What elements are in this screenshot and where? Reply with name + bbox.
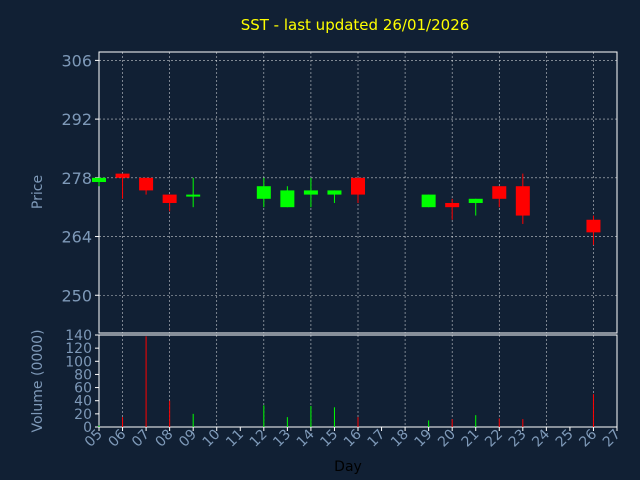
x-tick-label: 08: [153, 427, 177, 451]
x-tick-label: 18: [388, 427, 412, 451]
x-tick-label: 11: [223, 427, 247, 451]
price-panel: 250 264 278 292 306: [61, 51, 618, 334]
x-tick-label: 25: [553, 427, 577, 451]
candle: [92, 177, 106, 187]
volume-tick-label: 100: [65, 354, 92, 370]
volume-tick-label: 40: [74, 394, 92, 410]
candle: [186, 177, 201, 208]
candle-body: [445, 202, 460, 208]
candle: [445, 198, 460, 220]
candle-body: [139, 177, 154, 191]
candle: [586, 215, 601, 245]
candle-body: [256, 186, 271, 199]
candle: [303, 177, 318, 208]
x-tick-label: 17: [364, 427, 388, 451]
candle-body: [492, 186, 507, 199]
volume-tick-label: 80: [74, 367, 92, 383]
x-tick-label: 20: [435, 427, 459, 451]
x-tick-label: 07: [129, 427, 153, 451]
volume-tick-label: 60: [74, 381, 92, 397]
candle: [256, 177, 271, 208]
candle-body: [421, 194, 436, 208]
candle-body: [115, 173, 130, 178]
x-tick-label: 06: [105, 426, 129, 450]
volume-tick-label: 120: [65, 341, 92, 357]
candle: [280, 186, 295, 208]
x-axis-label: Day: [334, 459, 362, 475]
x-tick-label: 15: [317, 427, 341, 451]
price-axis-label: Price: [30, 175, 46, 209]
x-tick-label: 19: [412, 427, 436, 451]
x-tick-label: 24: [529, 426, 553, 450]
price-tick-label: 264: [61, 228, 92, 247]
candle-body: [186, 194, 201, 197]
candle: [468, 198, 483, 216]
x-axis: 05 06 07 08 09 10 11 12 13 14 15 16 17 18 19 20 21 22 23 24…: [82, 426, 624, 450]
price-tick-label: 306: [61, 51, 92, 70]
candle: [139, 177, 154, 195]
x-tick-label: 23: [506, 427, 530, 451]
x-tick-label: 26: [576, 426, 600, 450]
candle: [162, 194, 177, 212]
x-tick-label: 12: [247, 427, 271, 451]
candle-body: [586, 219, 601, 233]
candle-body: [351, 177, 365, 195]
price-tick-label: 278: [61, 169, 92, 188]
candle: [327, 190, 342, 203]
candle-body: [515, 186, 530, 216]
x-tick-label: 27: [600, 427, 624, 451]
candle-body: [327, 190, 342, 195]
candle-body: [303, 190, 318, 195]
volume-tick-label: 0: [83, 420, 92, 436]
candle-body: [468, 198, 483, 203]
candle-body: [92, 177, 106, 183]
candle: [115, 173, 130, 199]
candle: [515, 173, 530, 224]
x-tick-label: 14: [294, 426, 318, 450]
candle-body: [280, 190, 295, 208]
volume-tick-label: 140: [65, 328, 92, 344]
x-tick-label: 21: [459, 427, 483, 451]
price-tick-label: 250: [61, 286, 92, 305]
x-tick-label: 13: [270, 427, 294, 451]
price-tick-label: 292: [61, 110, 92, 129]
chart-title: SST - last updated 26/01/2026: [241, 16, 470, 34]
x-tick-label: 10: [200, 427, 224, 451]
volume-axis-label: Volume (0000): [30, 329, 46, 432]
x-tick-label: 16: [341, 426, 365, 450]
candle-body: [162, 194, 177, 203]
x-tick-label: 09: [176, 427, 200, 451]
candle: [492, 186, 507, 208]
x-tick-label: 22: [482, 427, 506, 451]
candle: [421, 194, 436, 208]
candle: [351, 177, 365, 203]
volume-tick-label: 20: [74, 407, 92, 423]
